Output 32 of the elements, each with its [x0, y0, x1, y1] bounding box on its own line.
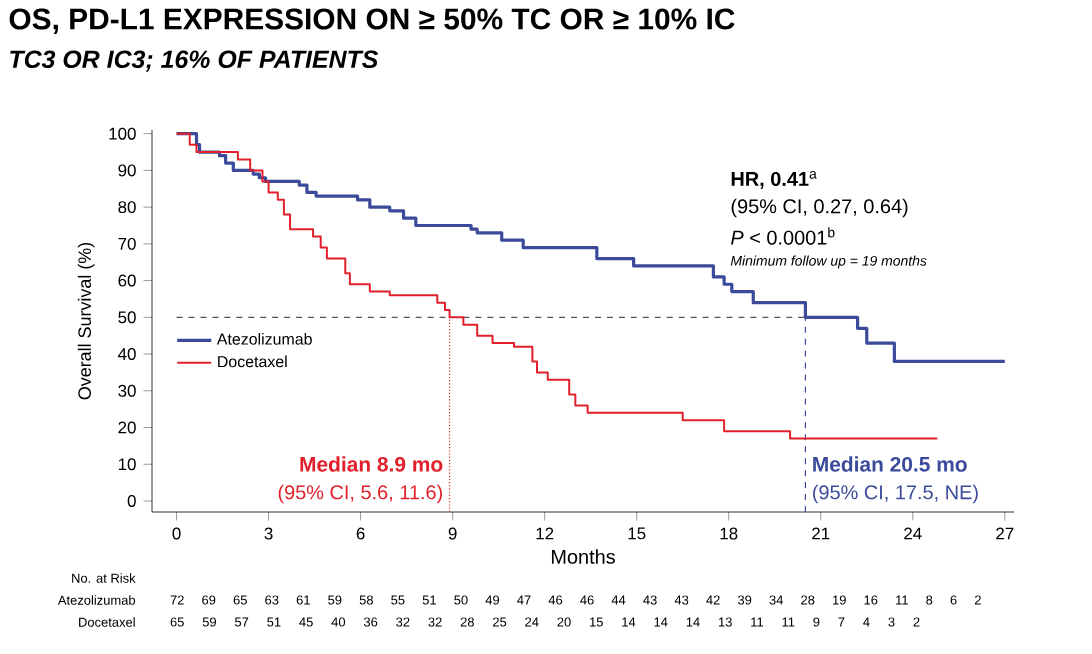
y-tick-label: 30: [118, 384, 136, 397]
x-tick-label: 6: [356, 527, 365, 540]
y-tick-label: 80: [118, 201, 136, 214]
x-tick-label: 21: [812, 527, 830, 540]
annotation: (95% CI, 5.6, 11.6): [278, 484, 442, 504]
x-tick-label: 12: [536, 527, 554, 540]
y-tick-label: 100: [109, 127, 136, 140]
y-tick-label: 40: [118, 348, 136, 361]
annotation: P < 0.0001$^{b}$: [731, 227, 835, 245]
y-tick-label: 0: [127, 495, 136, 507]
x-tick-label: 0: [172, 527, 181, 540]
y-tick-label: 20: [118, 421, 136, 434]
y-tick-label: 90: [118, 164, 136, 177]
x-tick-label: 18: [720, 527, 738, 540]
x-tick-label: 24: [904, 527, 922, 540]
x-tick-label: 9: [448, 527, 457, 540]
annotation: Median 20.5 mo: [813, 456, 967, 472]
y-tick-label: 70: [118, 237, 136, 250]
annotation: Median 8.9 mo: [300, 456, 443, 472]
x-tick-label: 15: [628, 527, 646, 540]
annotation: HR, 0.41$^{a}$: [731, 171, 817, 189]
y-tick-label: 10: [118, 458, 136, 471]
y-tick-label: 50: [118, 311, 136, 324]
annotation: (95% CI, 0.27, 0.64): [731, 198, 908, 218]
y-tick-label: 60: [118, 274, 136, 287]
x-tick-label: 27: [996, 527, 1014, 540]
x-tick-label: 3: [264, 527, 273, 540]
x-axis-title: Months: [551, 549, 615, 564]
annotation: (95% CI, 17.5, NE): [813, 484, 978, 504]
y-axis-title: Overall Survival (%): [77, 242, 95, 400]
chart-title: OS, PD-L1 EXPRESSION ON ≥ 50% TC OR ≥ 10% IC: [9, 8, 735, 34]
chart-subtitle: TC3 OR IC3; 16% OF PATIENTS: [10, 50, 379, 72]
